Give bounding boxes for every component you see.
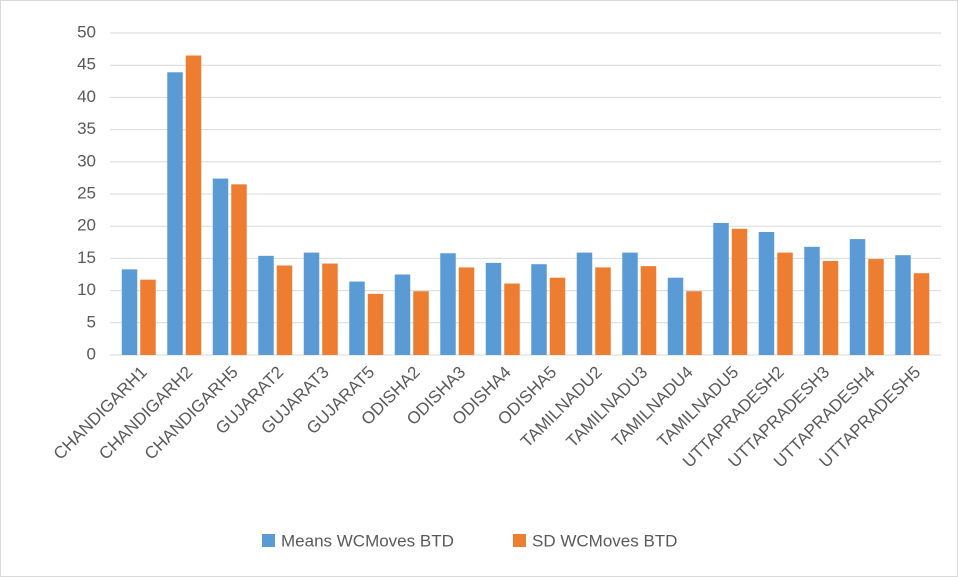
- y-tick-label: 35: [77, 119, 96, 138]
- y-tick-label: 10: [77, 280, 96, 299]
- bar: [121, 269, 138, 355]
- legend-swatch: [262, 534, 275, 547]
- bar: [276, 265, 293, 355]
- y-tick-label: 20: [77, 216, 96, 235]
- bar: [822, 260, 839, 355]
- bar: [458, 267, 475, 355]
- bar: [349, 281, 365, 355]
- bar: [258, 255, 274, 355]
- bar: [413, 291, 429, 355]
- bar: [622, 252, 638, 355]
- legend-label: Means WCMoves BTD: [281, 531, 454, 550]
- bar: [640, 266, 657, 355]
- y-tick-label: 25: [77, 183, 96, 202]
- y-tick-label: 5: [87, 312, 96, 331]
- bar: [804, 246, 820, 355]
- bar: [549, 277, 566, 355]
- legend-swatch: [513, 534, 526, 547]
- bar: [595, 267, 611, 355]
- bar: [667, 277, 684, 355]
- bar: [895, 255, 911, 355]
- y-tick-label: 15: [77, 248, 96, 267]
- bar: [731, 228, 748, 355]
- bar: [185, 55, 202, 355]
- bar: [868, 259, 884, 355]
- bar: [531, 264, 547, 355]
- y-tick-label: 40: [77, 87, 96, 106]
- bar: [576, 252, 593, 355]
- bar: [322, 263, 338, 355]
- bar: [777, 252, 793, 355]
- bar: [394, 274, 411, 355]
- bar: [713, 222, 729, 355]
- bar: [913, 273, 930, 355]
- bar: [367, 293, 384, 355]
- bar: [140, 279, 156, 355]
- bar: [504, 283, 520, 355]
- bar: [231, 184, 247, 355]
- bar: [303, 252, 320, 355]
- legend-label: SD WCMoves BTD: [532, 531, 677, 550]
- y-tick-label: 30: [77, 151, 96, 170]
- y-tick-label: 45: [77, 55, 96, 74]
- bar: [686, 291, 702, 355]
- y-tick-label: 0: [87, 344, 96, 363]
- bar: [849, 239, 866, 355]
- bar: [485, 262, 502, 355]
- bar: [212, 178, 229, 355]
- bar: [758, 231, 775, 355]
- bar: [440, 253, 456, 355]
- bar: [167, 72, 183, 355]
- y-tick-label: 50: [77, 22, 96, 41]
